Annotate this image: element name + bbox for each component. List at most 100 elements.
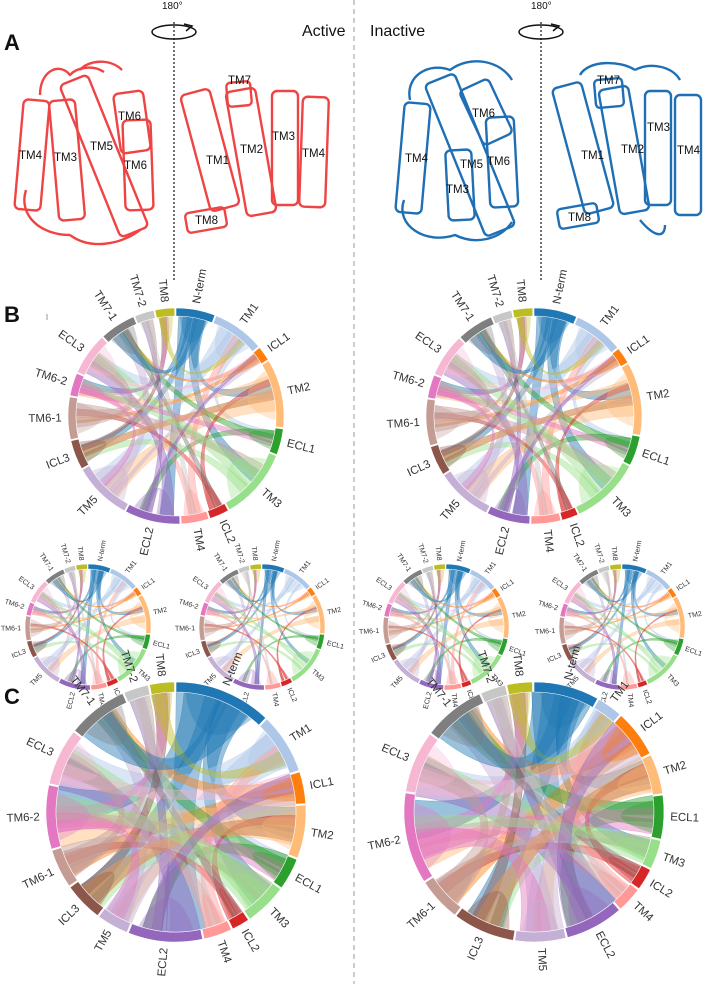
chord-ribbon-self bbox=[624, 569, 643, 585]
chord-ribbon-self bbox=[219, 887, 242, 920]
helix-label: TM6 bbox=[118, 111, 141, 123]
segment-arc-nterm bbox=[87, 563, 112, 574]
segment-arc-tm8 bbox=[154, 307, 176, 319]
chord-ribbon-self bbox=[179, 316, 209, 343]
segment-arc-tm1 bbox=[259, 718, 300, 774]
segment-arc-ecl1 bbox=[651, 794, 665, 840]
segment-arc-tm5 bbox=[206, 655, 235, 683]
segment-label-tm61: TM6-1 bbox=[28, 412, 61, 425]
chord-ribbon-self bbox=[35, 586, 53, 604]
chord-ribbon-self bbox=[92, 465, 129, 502]
segment-arc-tm4 bbox=[443, 682, 463, 691]
helix-label: TM2 bbox=[621, 144, 644, 156]
chord-ribbon-self bbox=[601, 725, 640, 762]
segment-arc-tm5 bbox=[32, 655, 61, 683]
chord-ribbon-self bbox=[129, 600, 146, 630]
chord-ribbon-self bbox=[616, 838, 651, 862]
segment-label-ecl3: ECL3 bbox=[56, 328, 86, 354]
chord-ribbon-self bbox=[435, 869, 472, 905]
segment-arc-tm8 bbox=[506, 681, 533, 696]
chord-ribbon-self bbox=[213, 656, 234, 677]
segment-arc-ecl2 bbox=[487, 505, 531, 525]
helix-tm6a-left bbox=[459, 78, 513, 146]
chord-ribbon-self bbox=[466, 890, 510, 930]
segment-arc-tm72 bbox=[491, 310, 514, 325]
segment-label-icl1: ICL1 bbox=[500, 579, 516, 593]
inactive-structure bbox=[394, 60, 703, 242]
chord-ribbon-self bbox=[251, 569, 261, 584]
chord-ribbon-self bbox=[605, 373, 634, 428]
chord-ribbon-self bbox=[597, 870, 629, 900]
segment-label-tm3: TM3 bbox=[310, 668, 325, 683]
chord-ribbon-self bbox=[214, 325, 250, 358]
segment-arc-tm61 bbox=[24, 615, 32, 642]
chord-ribbon-self bbox=[62, 847, 99, 878]
segment-label-tm71: TM7-1 bbox=[395, 552, 412, 573]
segment-label-tm2: TM2 bbox=[310, 827, 335, 842]
segment-arc-tm1 bbox=[469, 569, 496, 591]
panel-letter-a: A bbox=[4, 30, 20, 55]
segment-label-tm61: TM6-1 bbox=[21, 866, 56, 891]
segment-label-tm61: TM6-1 bbox=[405, 900, 438, 931]
chord-ribbon-self bbox=[389, 606, 404, 617]
chord-ribbon-self bbox=[209, 586, 227, 604]
chord-ribbon-self bbox=[284, 574, 305, 593]
chord-ribbon-self bbox=[248, 430, 275, 450]
helix-label: TM1 bbox=[206, 155, 229, 167]
segment-label-icl3: ICL3 bbox=[45, 452, 72, 472]
segment-arc-tm72 bbox=[480, 684, 508, 703]
segment-label-ecl2: ECL2 bbox=[138, 526, 156, 557]
chord-ribbon-self bbox=[488, 602, 504, 634]
segment-label-ecl2: ECL2 bbox=[494, 526, 513, 557]
segment-arc-icl2 bbox=[228, 911, 249, 930]
segment-label-icl3: ICL3 bbox=[185, 648, 201, 660]
chord-ribbon-self bbox=[443, 346, 474, 378]
segment-arc-ecl1 bbox=[315, 633, 325, 650]
helix-label: TM3 bbox=[54, 152, 77, 164]
segment-arc-tm71 bbox=[402, 568, 424, 586]
rotation-label-inactive: 180° bbox=[531, 1, 552, 12]
segment-arc-tm1 bbox=[574, 316, 618, 354]
chord-ribbon-self bbox=[470, 575, 490, 594]
segment-label-tm2: TM2 bbox=[327, 607, 342, 617]
helix-label: TM3 bbox=[272, 131, 295, 143]
segment-arc-tm8 bbox=[249, 563, 262, 571]
helix-label: TM4 bbox=[677, 145, 701, 157]
chord-ribbon-self bbox=[138, 897, 194, 933]
segment-label-nterm: N-term bbox=[271, 540, 282, 562]
helix-tm2-right bbox=[224, 86, 278, 218]
chord-ribbon bbox=[142, 773, 295, 932]
helix-label: TM5 bbox=[460, 159, 483, 171]
helix-label: TM2 bbox=[240, 144, 263, 156]
segment-arc-icl3 bbox=[455, 907, 516, 941]
segment-arc-tm8 bbox=[609, 563, 622, 571]
chord-ribbon-self bbox=[472, 655, 496, 678]
chord-ribbon-self bbox=[235, 873, 271, 909]
segment-label-icl1: ICL1 bbox=[141, 577, 157, 591]
segment-arc-tm72 bbox=[134, 309, 156, 324]
helix-tm5-left bbox=[59, 74, 149, 238]
segment-arc-tm72 bbox=[123, 684, 151, 703]
helix-tm2-right bbox=[597, 84, 651, 216]
segment-label-ecl3: ECL3 bbox=[380, 742, 411, 764]
segment-arc-icl2 bbox=[559, 506, 579, 521]
segment-label-icl3: ICL3 bbox=[57, 903, 83, 929]
segment-arc-tm1 bbox=[212, 315, 260, 353]
segment-arc-tm71 bbox=[218, 568, 240, 585]
segment-label-ecl2: ECL2 bbox=[156, 947, 170, 977]
chord-ribbon-self bbox=[564, 620, 579, 641]
segment-arc-tm2 bbox=[311, 594, 326, 635]
active-helix-labels: TM4 TM3 TM5 TM6 TM6 TM7 TM1 TM2 TM3 TM4 … bbox=[19, 75, 326, 227]
segment-arc-icl2 bbox=[630, 865, 651, 890]
segment-arc-ecl3 bbox=[387, 581, 407, 605]
segment-label-tm71: TM7-1 bbox=[448, 289, 476, 323]
segment-arc-ecl3 bbox=[48, 731, 82, 787]
segment-label-tm71: TM7-1 bbox=[212, 552, 229, 573]
segment-arc-nterm bbox=[175, 307, 216, 324]
segment-label-tm3: TM3 bbox=[258, 486, 283, 510]
chord-ribbon-self bbox=[158, 316, 173, 342]
chord-ribbon-self bbox=[620, 800, 654, 834]
chord-ribbon-self bbox=[56, 792, 90, 841]
chord-ribbon-self bbox=[621, 670, 635, 685]
